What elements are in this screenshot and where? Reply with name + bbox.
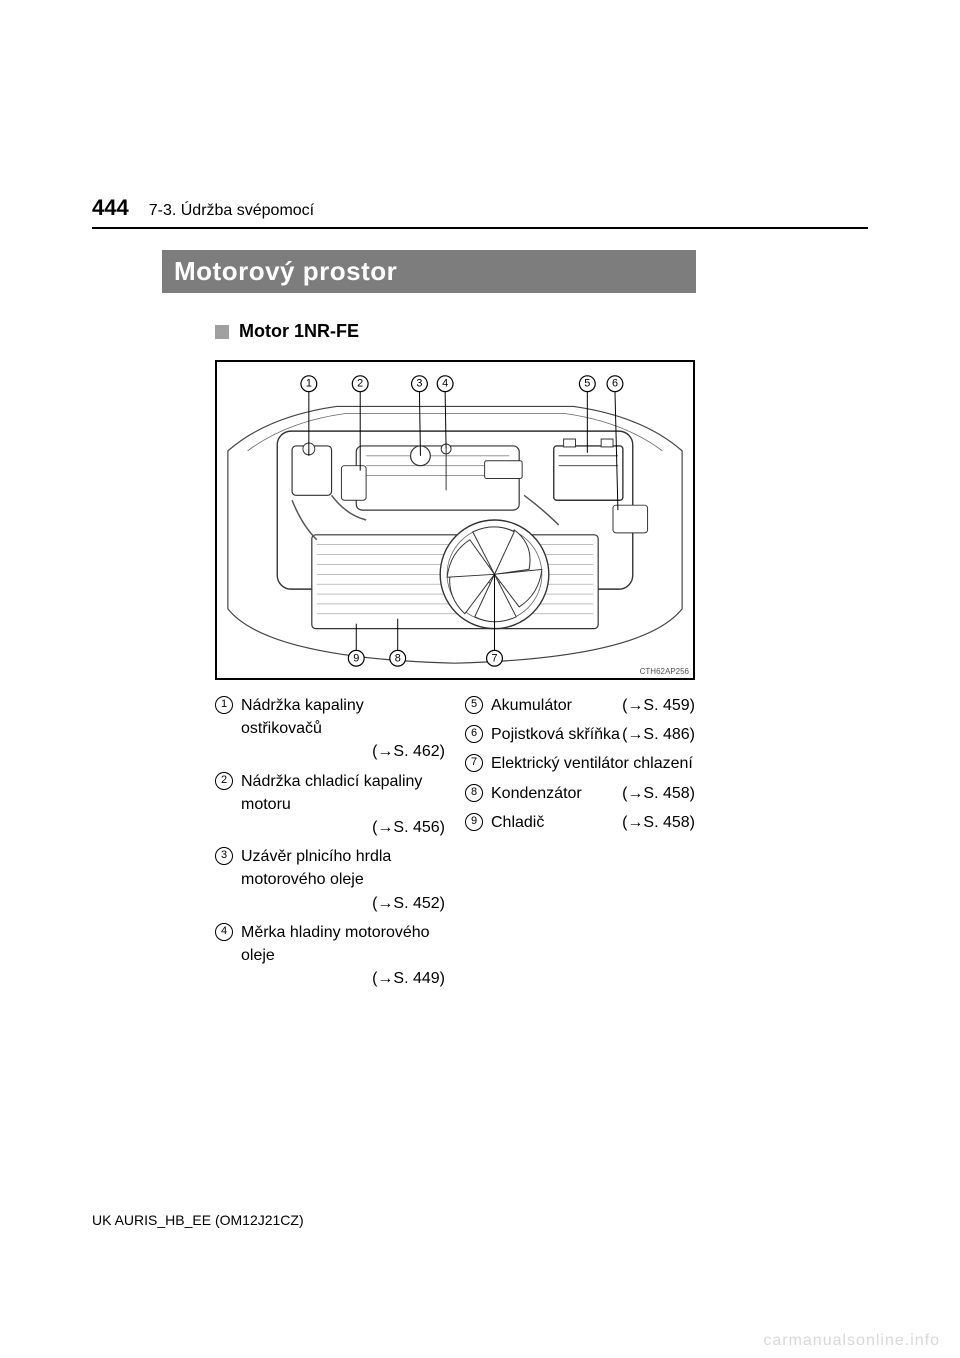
legend-number-icon: 5 (465, 696, 483, 714)
legend-number-icon: 6 (465, 725, 483, 743)
legend-text: Akumulátor(→S. 459) (491, 694, 695, 717)
legend-text: Nádržka chladicí kapaliny motoru(→S. 456… (241, 770, 445, 840)
legend-item: 6 Pojistková skříňka(→S. 486) (465, 723, 695, 746)
svg-text:4: 4 (442, 378, 448, 390)
legend-number-icon: 7 (465, 754, 483, 772)
svg-text:6: 6 (612, 378, 618, 390)
svg-text:8: 8 (395, 652, 401, 664)
section-title: Motorový prostor (162, 250, 696, 293)
legend-text: Uzávěr plnicího hrdla motorového oleje(→… (241, 845, 445, 915)
legend-text: Nádržka kapaliny ostřikovačů(→S. 462) (241, 694, 445, 764)
legend-item: 5 Akumulátor(→S. 459) (465, 694, 695, 717)
legend-item: 1 Nádržka kapaliny ostřikovačů(→S. 462) (215, 694, 445, 764)
legend-number-icon: 2 (215, 772, 233, 790)
legend-text: Pojistková skříňka(→S. 486) (491, 723, 695, 746)
legend-text: Měrka hladiny motorového oleje(→S. 449) (241, 921, 445, 991)
svg-text:1: 1 (306, 378, 312, 390)
engine-svg: 1 2 3 4 5 6 9 8 7 (217, 362, 693, 678)
legend-item: 7 Elektrický ventilátor chlazení (465, 752, 695, 775)
legend-number-icon: 8 (465, 784, 483, 802)
subheading-text: Motor 1NR-FE (239, 321, 359, 342)
legend-item: 3 Uzávěr plnicího hrdla motorového oleje(… (215, 845, 445, 915)
legend-item: 2 Nádržka chladicí kapaliny motoru(→S. 45… (215, 770, 445, 840)
engine-diagram: 1 2 3 4 5 6 9 8 7 CTH62AP256 (215, 360, 695, 680)
legend-number-icon: 4 (215, 923, 233, 941)
footer: UK AURIS_HB_EE (OM12J21CZ) (92, 1212, 304, 1228)
svg-text:5: 5 (584, 378, 590, 390)
legend-text: Kondenzátor(→S. 458) (491, 782, 695, 805)
svg-text:9: 9 (353, 652, 359, 664)
legend-number-icon: 1 (215, 696, 233, 714)
page-header: 444 7-3. Údržba svépomocí (92, 195, 868, 229)
legend-text: Elektrický ventilátor chlazení (491, 752, 695, 775)
breadcrumb: 7-3. Údržba svépomocí (149, 202, 314, 220)
legend-item: 8 Kondenzátor(→S. 458) (465, 782, 695, 805)
legend-left-column: 1 Nádržka kapaliny ostřikovačů(→S. 462) 2N… (215, 694, 445, 996)
legend-text: Chladič(→S. 458) (491, 811, 695, 834)
figure-id: CTH62AP256 (640, 667, 689, 676)
legend-item: 9 Chladič(→S. 458) (465, 811, 695, 834)
legend-right-column: 5 Akumulátor(→S. 459) 6 Pojistková skříňka(… (465, 694, 695, 996)
legend-item: 4 Měrka hladiny motorového oleje(→S. 449) (215, 921, 445, 991)
svg-text:2: 2 (357, 378, 363, 390)
legend: 1 Nádržka kapaliny ostřikovačů(→S. 462) 2N… (215, 694, 695, 996)
square-marker-icon (215, 325, 229, 339)
svg-text:3: 3 (416, 378, 422, 390)
manual-page: 444 7-3. Údržba svépomocí Motorový prost… (0, 0, 960, 1358)
svg-text:7: 7 (491, 652, 497, 664)
subheading: Motor 1NR-FE (215, 321, 960, 342)
watermark: carmanualsonline.info (763, 1332, 940, 1350)
legend-number-icon: 9 (465, 813, 483, 831)
page-number: 444 (92, 195, 129, 221)
legend-number-icon: 3 (215, 847, 233, 865)
